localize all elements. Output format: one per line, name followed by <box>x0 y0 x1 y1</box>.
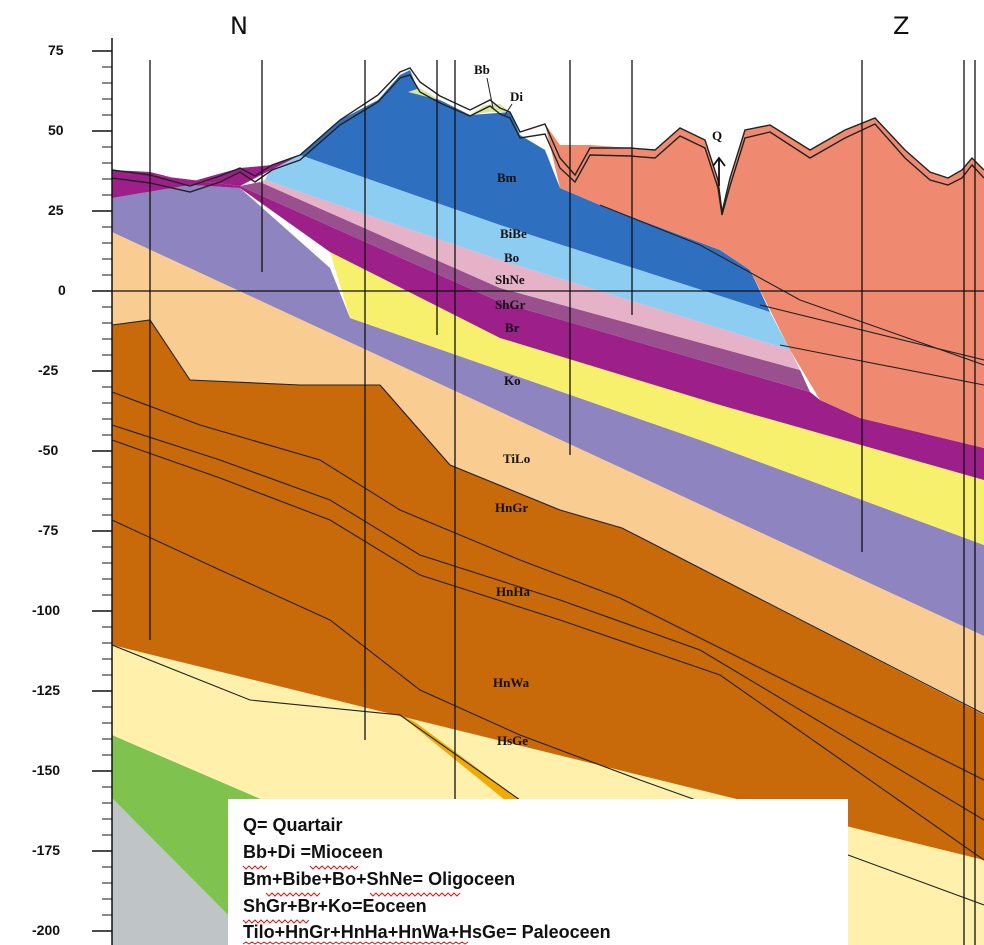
depth-tick-neg150: -150 <box>32 762 60 778</box>
legend-line-quartair: Q= Quartair <box>243 815 343 835</box>
spellcheck-squiggle <box>265 892 321 897</box>
depth-tick-0: 0 <box>58 282 66 298</box>
legend-line-mioceen: Bb+Di =Mioceen <box>243 842 383 862</box>
layer-bibe <box>265 155 790 350</box>
boreholes <box>149 60 976 945</box>
legend-line-oligoceen: Bm+Bibe+Bo+ShNe= Oligoceen <box>243 869 515 889</box>
layer-shne <box>240 182 810 392</box>
unit-label-hnwa: HnWa <box>493 675 530 690</box>
unit-label-bm: Bm <box>497 170 517 185</box>
depth-axis: 75 50 25 0 -25 -50 -75 -100 -125 -150 -1… <box>32 38 113 945</box>
layer-shgr <box>112 170 984 480</box>
unit-label-bo: Bo <box>504 250 519 265</box>
layer-bo <box>260 180 800 370</box>
spellcheck-squiggle <box>242 941 469 945</box>
depth-tick-neg125: -125 <box>32 682 60 698</box>
depth-tick-50: 50 <box>48 122 64 138</box>
layer-hn <box>112 320 984 860</box>
layer-bm <box>300 70 770 312</box>
depth-tick-neg200: -200 <box>32 922 60 938</box>
spellcheck-squiggle <box>242 865 268 870</box>
unit-label-hnha: HnHa <box>496 584 530 599</box>
unit-label-br: Br <box>505 320 520 335</box>
layer-ko <box>112 185 984 636</box>
depth-tick-neg50: -50 <box>38 442 58 458</box>
depth-tick-75: 75 <box>48 42 64 58</box>
unit-label-bb: Bb <box>474 62 490 77</box>
unit-label-hsge: HsGe <box>497 733 528 748</box>
unit-label-ko: Ko <box>504 373 521 388</box>
direction-south: Z <box>893 12 909 40</box>
unit-label-shgr: ShGr <box>495 297 526 312</box>
depth-tick-25: 25 <box>48 202 64 218</box>
unit-label-q: Q <box>712 128 722 143</box>
depth-tick-neg25: -25 <box>38 362 58 378</box>
unit-leader-di <box>504 103 513 116</box>
layer-quaternary <box>545 118 984 448</box>
layer-br <box>330 252 984 545</box>
q-arrow-icon <box>712 156 726 186</box>
direction-north: N <box>230 12 248 40</box>
depth-tick-neg175: -175 <box>32 842 60 858</box>
unit-label-shne: ShNe <box>495 272 525 287</box>
surface-lines <box>111 67 984 216</box>
legend-line-paleoceen: Tilo+HnGr+HnHa+HnWa+HsGe= Paleoceen <box>243 922 611 942</box>
layer-north-top <box>112 155 300 186</box>
unit-leader-bb <box>486 77 494 109</box>
depth-tick-neg100: -100 <box>32 602 60 618</box>
unit-label-di: Di <box>510 89 523 104</box>
legend-box: Q= Quartair Bb+Di =Mioceen Bm+Bibe+Bo+Sh… <box>228 799 848 945</box>
spellcheck-squiggle <box>309 865 359 870</box>
unit-label-bibe: BiBe <box>500 226 527 241</box>
layer-tilo <box>112 232 984 714</box>
unit-label-hngr: HnGr <box>495 500 528 515</box>
unit-label-tilo: TiLo <box>503 451 530 466</box>
spellcheck-squiggle <box>369 892 461 897</box>
spellcheck-squiggle <box>242 919 310 924</box>
depth-tick-neg75: -75 <box>38 522 58 538</box>
layer-di <box>470 104 510 115</box>
legend-line-eoceen: ShGr+Br+Ko=Eoceen <box>243 896 427 916</box>
